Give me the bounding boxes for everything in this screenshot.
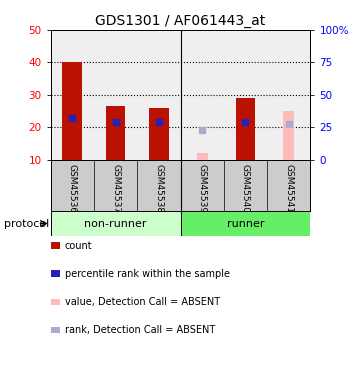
Bar — [236, 98, 255, 160]
Text: GSM45537: GSM45537 — [111, 164, 120, 213]
Text: GSM45539: GSM45539 — [198, 164, 206, 213]
Bar — [197, 153, 208, 160]
Text: protocol: protocol — [4, 219, 49, 228]
Title: GDS1301 / AF061443_at: GDS1301 / AF061443_at — [95, 13, 266, 28]
Bar — [137, 30, 180, 160]
Bar — [149, 108, 169, 160]
Bar — [180, 211, 310, 236]
Bar — [94, 30, 137, 160]
Text: rank, Detection Call = ABSENT: rank, Detection Call = ABSENT — [65, 325, 215, 335]
Bar — [283, 111, 294, 160]
Text: GSM45540: GSM45540 — [241, 164, 250, 213]
Text: value, Detection Call = ABSENT: value, Detection Call = ABSENT — [65, 297, 220, 307]
Bar — [51, 30, 94, 160]
Text: runner: runner — [227, 219, 264, 228]
Bar — [267, 30, 310, 160]
Text: count: count — [65, 241, 93, 250]
Text: GSM45541: GSM45541 — [284, 164, 293, 213]
Bar — [180, 30, 224, 160]
Bar — [106, 106, 125, 160]
Text: GSM45536: GSM45536 — [68, 164, 77, 213]
Bar — [62, 63, 82, 160]
Text: GSM45538: GSM45538 — [155, 164, 163, 213]
Bar — [224, 30, 267, 160]
Text: percentile rank within the sample: percentile rank within the sample — [65, 269, 230, 279]
Bar — [51, 211, 180, 236]
Text: non-runner: non-runner — [84, 219, 147, 228]
